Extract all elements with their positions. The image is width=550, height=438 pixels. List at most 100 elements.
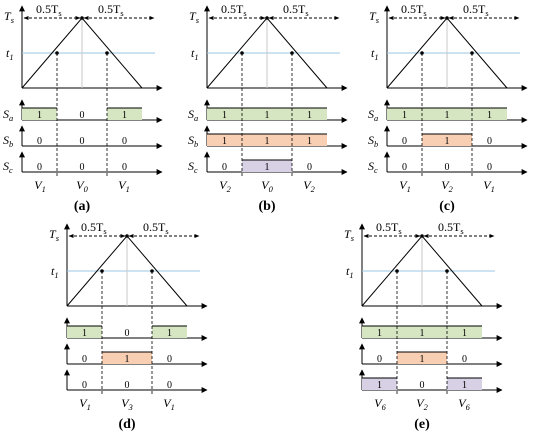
switch-state-value: 1 [37,110,42,121]
signal-row-3: Sc 0 1 0 [188,151,348,175]
switch-on-block [207,108,242,120]
half-period-right-label: 0.5Ts [283,2,309,18]
switch-state-value: 0 [487,162,492,173]
signal-label: Sa [3,107,13,123]
ts-label: Ts [49,227,59,243]
switch-state-value: 0 [82,354,87,365]
signal-label: Sb [368,133,378,149]
ts-label: Ts [4,9,14,25]
switch-on-block [207,134,242,146]
switch-state-value: 0 [377,354,382,365]
switch-state-value: 0 [445,162,450,173]
switch-state-value: 0 [487,136,492,147]
signal-row-3: 1 0 1 [359,369,503,393]
panel-b: Ts t1 0.5Ts 0.5Ts Sa 1 1 1 Sb 1 1 1 Sc 0 1 0 V2 V0 V2 (b) [188,2,348,214]
t1-label: t1 [371,46,379,62]
switch-on-block [447,378,482,390]
half-period-left-label: 0.5Ts [376,220,402,236]
switch-state-value: 1 [307,136,312,147]
switch-state-value: 0 [82,380,87,391]
panel-e: Ts t1 0.5Ts 0.5Ts 1 1 1 0 1 0 1 0 1 V6 V2 V6 (e) [344,220,503,432]
switch-state-value: 1 [445,110,450,121]
vector-label: V1 [34,178,46,194]
signal-label: Sa [368,107,378,123]
switch-state-value: 0 [125,328,130,339]
switch-on-block [422,134,472,146]
signal-label: Sa [188,107,198,123]
switch-on-block [362,326,397,338]
switch-on-block [387,108,422,120]
switch-state-value: 1 [122,110,127,121]
switch-on-block [152,326,187,338]
switch-state-value: 1 [420,328,425,339]
vector-label: V1 [399,178,411,194]
half-period-right-label: 0.5Ts [98,2,124,18]
vector-label: V3 [121,396,133,412]
switch-on-block [242,108,292,120]
switch-state-value: 1 [125,354,130,365]
half-period-left-label: 0.5Ts [36,2,62,18]
half-period-right-label: 0.5Ts [463,2,489,18]
half-period-left-label: 0.5Ts [401,2,427,18]
signal-row-1: Sa 1 1 1 [188,99,348,123]
half-period-right-label: 0.5Ts [143,220,169,236]
t1-label: t1 [191,46,199,62]
vector-label: V2 [219,178,231,194]
intersection-dot [125,234,129,238]
signal-row-3: Sc 0 0 0 [3,151,163,175]
switch-state-value: 1 [462,328,467,339]
signal-label: Sc [368,159,378,175]
switch-on-block [102,352,152,364]
switch-state-value: 0 [462,354,467,365]
signal-row-1: 1 0 1 [64,317,208,341]
signal-row-3: Sc 0 0 0 [368,151,528,175]
signal-label: Sc [188,159,198,175]
switch-state-value: 0 [122,136,127,147]
t1-label: t1 [51,264,59,280]
switch-state-value: 1 [265,136,270,147]
switch-state-value: 1 [307,110,312,121]
switch-state-value: 0 [125,380,130,391]
switch-state-value: 0 [167,380,172,391]
switch-state-value: 0 [80,162,85,173]
panel-c: Ts t1 0.5Ts 0.5Ts Sa 1 1 1 Sb 0 1 0 Sc 0 0 0 V1 V2 V1 (c) [368,2,528,214]
signal-row-1: Sa 1 1 1 [368,99,528,123]
switch-on-block [422,108,472,120]
switch-on-block [67,326,102,338]
signal-row-1: 1 1 1 [359,317,503,341]
switch-on-block [242,134,292,146]
vector-label: V1 [79,396,91,412]
switch-state-value: 0 [402,136,407,147]
switch-state-value: 0 [80,110,85,121]
switch-on-block [472,108,507,120]
switch-on-block [362,378,397,390]
switch-state-value: 0 [402,162,407,173]
panel-caption: (c) [439,199,455,214]
switch-state-value: 1 [487,110,492,121]
signal-label: Sc [3,159,13,175]
intersection-dot [420,234,424,238]
half-period-right-label: 0.5Ts [438,220,464,236]
signal-label: Sb [188,133,198,149]
switch-state-value: 1 [445,136,450,147]
vector-label: V2 [416,396,428,412]
panel-caption: (e) [414,417,430,432]
vector-label: V0 [261,178,273,194]
signal-label: Sb [3,133,13,149]
switch-state-value: 1 [167,328,172,339]
switch-on-block [292,108,327,120]
switch-on-block [292,134,327,146]
vector-label: V0 [76,178,88,194]
switch-state-value: 0 [420,380,425,391]
signal-row-2: Sb 1 1 1 [188,125,348,149]
panel-a: Ts t1 0.5Ts 0.5Ts Sa 1 0 1 Sb 0 0 0 Sc 0 0 0 V1 V0 V1 (a) [3,2,163,214]
half-period-left-label: 0.5Ts [221,2,247,18]
signal-row-2: Sb 0 1 0 [368,125,528,149]
signal-row-2: Sb 0 0 0 [3,125,163,149]
switch-state-value: 1 [222,136,227,147]
vector-label: V6 [374,396,386,412]
switch-state-value: 0 [167,354,172,365]
signal-row-1: Sa 1 0 1 [3,99,163,123]
panel-d: Ts t1 0.5Ts 0.5Ts 1 0 1 0 1 0 0 0 0 V1 V3 V1 (d) [49,220,208,432]
